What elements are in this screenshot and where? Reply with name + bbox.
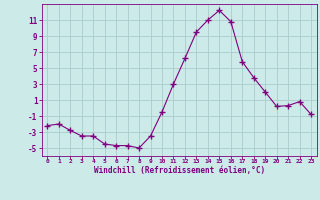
- X-axis label: Windchill (Refroidissement éolien,°C): Windchill (Refroidissement éolien,°C): [94, 166, 265, 175]
